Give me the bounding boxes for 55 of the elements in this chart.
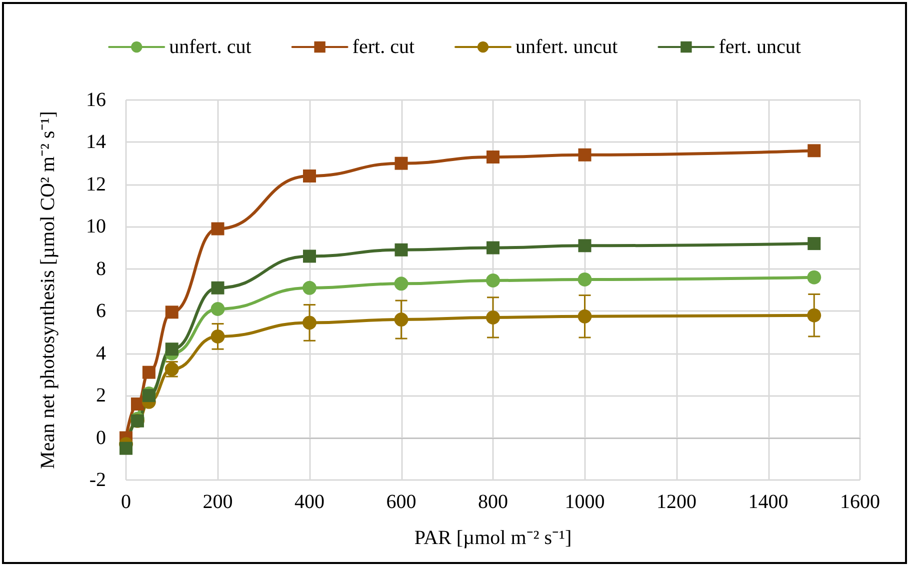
point	[303, 250, 316, 263]
point	[302, 316, 316, 330]
x-tick-label: 1600	[840, 491, 880, 513]
y-tick-label: 16	[86, 89, 106, 111]
y-tick-label: 4	[96, 342, 106, 364]
point	[486, 150, 500, 164]
point	[394, 156, 408, 170]
legend-label: unfert. cut	[169, 36, 252, 58]
point	[210, 302, 225, 316]
y-axis-title: Mean net photosynthesis [µmol CO² m⁻² s⁻¹]	[37, 111, 59, 469]
point	[210, 329, 225, 344]
y-tick-label: 8	[96, 258, 106, 280]
point	[486, 274, 500, 288]
x-tick-label: 1200	[656, 491, 696, 513]
x-tick-label: 0	[121, 491, 131, 513]
legend-label: unfert. uncut	[516, 36, 618, 58]
legend-label: fert. uncut	[718, 36, 802, 58]
x-tick-label: 1400	[748, 491, 788, 513]
y-tick-label: 10	[86, 216, 106, 238]
point	[303, 170, 316, 182]
point	[486, 241, 500, 254]
y-tick-label: 6	[96, 300, 106, 322]
point	[394, 243, 408, 256]
point	[486, 310, 500, 324]
point	[165, 342, 178, 356]
point	[808, 144, 821, 158]
point	[578, 239, 592, 252]
legend-label: fert. cut	[352, 36, 415, 58]
point	[807, 308, 822, 322]
point	[211, 281, 224, 294]
y-tick-label: -2	[89, 469, 106, 491]
y-tick-label: 2	[96, 384, 106, 407]
point	[394, 312, 408, 327]
point	[578, 148, 592, 162]
point	[394, 276, 408, 291]
x-tick-label: 1000	[564, 491, 605, 513]
y-tick-label: 14	[86, 131, 106, 154]
point	[578, 272, 592, 286]
point	[578, 309, 592, 324]
point	[142, 389, 156, 402]
y-tick-label: 0	[96, 426, 106, 449]
point	[808, 237, 821, 250]
point	[165, 306, 178, 319]
point	[142, 366, 156, 379]
x-tick-label: 600	[386, 491, 416, 513]
x-tick-label: 200	[202, 491, 233, 513]
point	[302, 280, 316, 295]
point	[130, 398, 144, 410]
point	[120, 442, 132, 455]
x-tick-label: 400	[294, 491, 324, 513]
x-axis-title: PAR [µmol m⁻² s⁻¹]	[414, 527, 572, 549]
y-tick-label: 12	[86, 173, 106, 196]
x-tick-label: 800	[478, 491, 508, 513]
point	[211, 222, 224, 236]
point	[807, 270, 822, 284]
